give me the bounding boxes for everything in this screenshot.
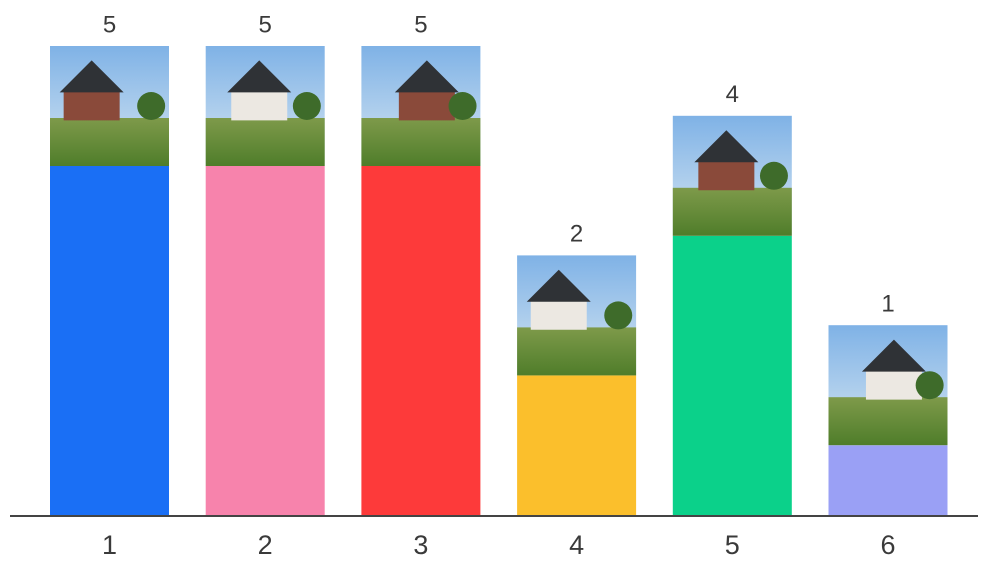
x-tick-label: 2 [258,530,273,560]
bar [828,445,948,515]
photo-tree [448,92,477,120]
x-tick-label: 5 [725,530,740,560]
x-tick-label: 4 [569,530,584,560]
photo-roof [526,269,591,302]
bar [517,375,637,515]
photo-roof [861,339,926,372]
photo-ground [517,327,637,376]
value-label: 4 [726,81,739,108]
photo-ground [828,397,948,446]
bar [205,166,325,515]
value-label: 5 [414,11,427,38]
photo-tree [137,92,166,120]
bar [50,166,169,515]
x-tick-label: 1 [102,530,117,560]
photo-tree [915,371,944,400]
bar-photo [50,46,169,166]
bar-photo [517,255,637,376]
bar-photo [205,46,325,166]
photo-roof [694,130,759,163]
bar-photo [361,46,481,166]
x-tick-label: 3 [413,530,428,560]
bar-photo [672,115,792,236]
photo-roof [59,60,124,93]
value-label: 2 [570,221,583,248]
value-label: 5 [103,11,116,38]
bar [361,166,481,515]
photo-ground [361,118,481,166]
photo-roof [227,60,292,93]
bar [672,235,792,516]
photo-ground [672,187,792,236]
photo-ground [50,118,169,166]
photo-ground [205,118,325,166]
value-label: 1 [881,291,894,318]
x-tick-label: 6 [880,530,895,560]
bar-photo [828,325,948,446]
photo-tree [604,301,633,330]
photo-tree [292,92,321,120]
value-label: 5 [259,11,272,38]
photo-roof [394,60,459,93]
photo-tree [759,161,788,190]
